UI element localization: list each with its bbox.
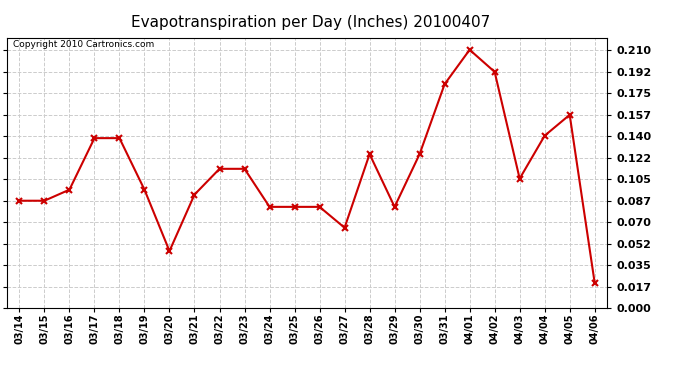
Text: Copyright 2010 Cartronics.com: Copyright 2010 Cartronics.com (13, 40, 154, 49)
Text: Evapotranspiration per Day (Inches) 20100407: Evapotranspiration per Day (Inches) 2010… (131, 15, 490, 30)
